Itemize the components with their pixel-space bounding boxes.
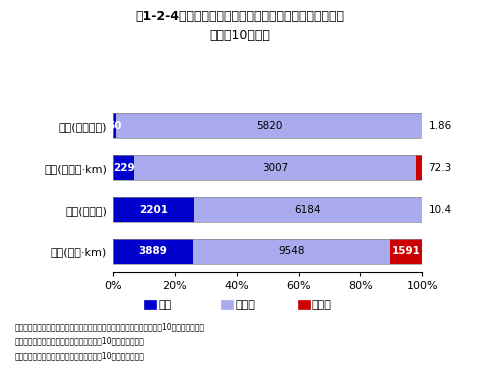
Bar (390, 239, 422, 264)
Text: 9548: 9548 (278, 247, 304, 256)
Bar (194, 197, 422, 222)
Bar (113, 155, 134, 180)
Text: 1.86: 1.86 (429, 121, 452, 131)
Bar (416, 155, 422, 180)
Text: 航空機：同「航空機輸送統計に見る平成10年度輸送実績」: 航空機：同「航空機輸送統計に見る平成10年度輸送実績」 (14, 351, 144, 360)
Bar (113, 155, 422, 180)
Bar (116, 113, 422, 138)
Bar (193, 239, 390, 264)
Text: 6184: 6184 (295, 205, 321, 215)
Text: 自動車: 自動車 (235, 300, 255, 310)
Text: 72.3: 72.3 (429, 163, 452, 173)
Text: 1591: 1591 (392, 247, 420, 256)
Text: 60: 60 (107, 121, 121, 131)
Bar (113, 197, 194, 222)
Bar (113, 113, 422, 138)
Bar (113, 239, 193, 264)
Text: 鉄道: 鉄道 (158, 300, 172, 310)
Text: 航空機: 航空機 (312, 300, 332, 310)
Text: 229: 229 (113, 163, 134, 173)
Bar (113, 197, 422, 222)
Text: 10.4: 10.4 (429, 205, 452, 215)
Text: 3007: 3007 (262, 163, 288, 173)
Text: 5820: 5820 (256, 121, 282, 131)
Bar (134, 155, 416, 180)
Text: （平成10年度）: （平成10年度） (210, 29, 270, 42)
Text: 第1-2-4図　我が国の鉄道・自動車・航空機の輸送量内訳: 第1-2-4図 我が国の鉄道・自動車・航空機の輸送量内訳 (135, 10, 345, 22)
Text: 3889: 3889 (138, 247, 168, 256)
Text: 資料：鉄道：運輸省運輸政策局管理部統計課「鉄道輸送統計に見る平成10年度輸送実績」: 資料：鉄道：運輸省運輸政策局管理部統計課「鉄道輸送統計に見る平成10年度輸送実績… (14, 322, 204, 331)
Text: 自動車：同「自動車輸送統計に見る平成10年度輸送実績」: 自動車：同「自動車輸送統計に見る平成10年度輸送実績」 (14, 336, 144, 346)
Text: 2201: 2201 (139, 205, 168, 215)
Bar (113, 239, 422, 264)
Bar (113, 113, 116, 138)
